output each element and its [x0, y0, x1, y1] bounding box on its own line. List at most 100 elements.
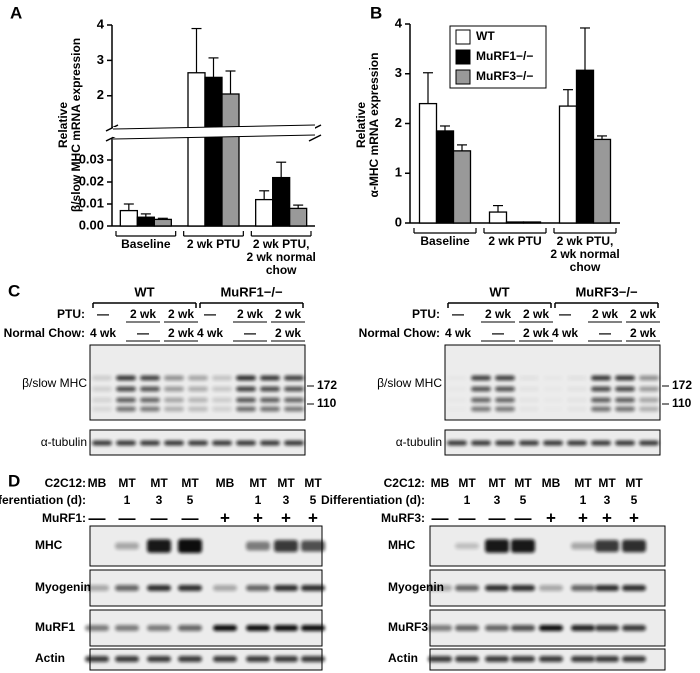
blot-band [246, 541, 270, 551]
construct-sign: — [432, 508, 449, 527]
blot-band [428, 585, 452, 591]
blot-band [236, 406, 256, 412]
blot-label: MuRF1 [35, 620, 75, 634]
differentiation-day: 3 [156, 493, 163, 507]
blot-band [301, 585, 325, 591]
chow-value: 2 wk [168, 326, 194, 340]
blot-band [140, 440, 160, 446]
cell-type: MT [249, 476, 267, 490]
construct-sign: — [119, 508, 136, 527]
x-tick-label: Baseline [420, 234, 470, 248]
blot-band [455, 585, 479, 591]
cell-type: MT [488, 476, 506, 490]
blot-band [274, 625, 298, 631]
differentiation-day: 1 [464, 493, 471, 507]
ptu-value: 2 wk [275, 307, 301, 321]
bar [136, 216, 155, 227]
blot-band [639, 375, 659, 381]
blot-band [147, 656, 171, 662]
blot-label: α-tubulin [41, 435, 87, 449]
ptu-value: 2 wk [485, 307, 511, 321]
blot-band [213, 625, 237, 631]
differentiation-day: 5 [631, 493, 638, 507]
blot-band [428, 656, 452, 662]
construct-sign: + [629, 508, 639, 527]
blot-band [92, 386, 112, 392]
cell-type: MT [574, 476, 592, 490]
blot-band [571, 585, 595, 591]
group-label: MuRF1−/− [220, 284, 283, 299]
blot-band [495, 397, 515, 403]
x-tick-label: 2 wk PTU, 2 wk normal chow [246, 237, 316, 277]
blot-band [92, 397, 112, 403]
blot-band [447, 398, 467, 403]
blot-band [495, 440, 515, 446]
blot-band [140, 406, 160, 412]
chow-value: 4 wk [552, 326, 578, 340]
blot-band [147, 539, 171, 553]
blot-band [511, 539, 535, 553]
blot-band [639, 406, 659, 412]
blot-band [164, 397, 184, 403]
blot-band [539, 625, 563, 631]
y-tick-label: 0 [395, 214, 402, 229]
axis-break [308, 134, 322, 142]
blot-label: α-tubulin [396, 435, 442, 449]
row-label: C2C12: [45, 476, 86, 490]
blot-band [591, 375, 611, 381]
legend-swatch [455, 29, 471, 45]
blot-band [455, 543, 479, 549]
blot-band [178, 625, 202, 631]
bar [575, 69, 595, 224]
blot-band [543, 376, 563, 381]
blot-band [213, 585, 237, 591]
y-tick-label: 1 [395, 165, 402, 180]
row-label: PTU: [57, 307, 85, 321]
construct-sign: — [182, 508, 199, 527]
blot-band [284, 406, 304, 412]
ptu-value: — [559, 307, 571, 321]
row-label: MuRF3: [381, 511, 425, 525]
x-tick-label: 2 wk PTU, 2 wk normal chow [550, 234, 620, 274]
blot-band [92, 375, 112, 381]
blot-band [571, 542, 595, 550]
construct-sign: + [308, 508, 318, 527]
blot-band [591, 440, 611, 446]
construct-sign: — [89, 508, 106, 527]
blot-band [236, 386, 256, 392]
blot-label: Myogenin [35, 580, 91, 594]
blot-band [178, 585, 202, 591]
blot-band [188, 406, 208, 412]
group-label: WT [134, 284, 154, 299]
bar [592, 138, 612, 224]
blot-band [595, 585, 619, 591]
blot-band [115, 542, 139, 550]
chow-value: — [137, 326, 149, 340]
blot-band [639, 386, 659, 392]
blot-band [595, 540, 619, 552]
blot-band [236, 375, 256, 381]
blot-band [471, 397, 491, 403]
blot-band [260, 440, 280, 446]
blot-band [519, 375, 539, 381]
construct-sign: + [546, 508, 556, 527]
blot-band [116, 386, 136, 392]
blot-label: MHC [35, 538, 63, 552]
blot-band [212, 397, 232, 403]
panel-label: B [370, 3, 382, 22]
blot-band [639, 397, 659, 403]
size-marker: 110 [317, 396, 337, 410]
blot-band [543, 407, 563, 412]
bar [119, 209, 138, 227]
blot-band [115, 625, 139, 631]
bar [204, 76, 223, 227]
blot-band [212, 406, 232, 412]
blot-band [85, 625, 109, 631]
blot-band [447, 387, 467, 392]
bar [255, 198, 274, 227]
blot-band [591, 406, 611, 412]
differentiation-day: 1 [580, 493, 587, 507]
legend-swatch [455, 69, 471, 85]
blot-band [567, 407, 587, 412]
